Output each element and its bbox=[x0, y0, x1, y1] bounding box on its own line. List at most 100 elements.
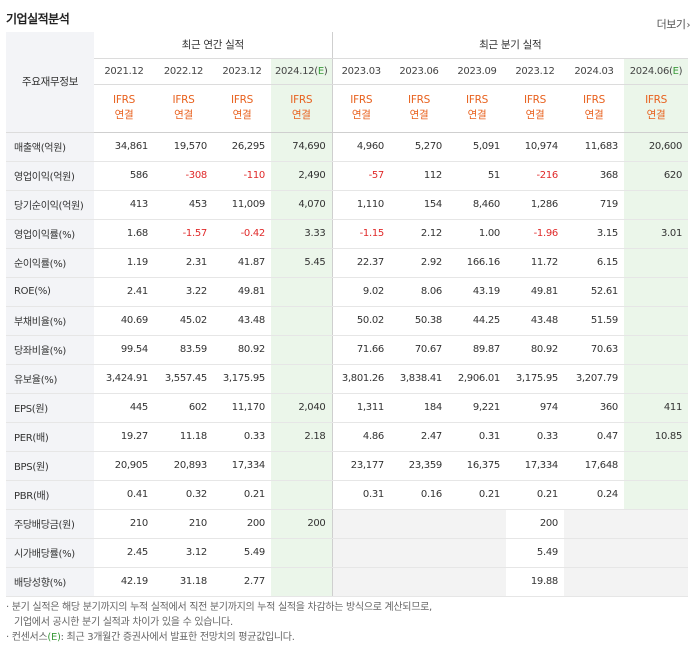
table-cell bbox=[271, 306, 332, 336]
consolidated-label: 연결 bbox=[525, 109, 545, 121]
table-cell: 26,295 bbox=[213, 132, 271, 162]
row-label: PER(배) bbox=[6, 422, 94, 452]
table-cell: 49.81 bbox=[506, 277, 564, 307]
table-cell bbox=[624, 567, 689, 597]
table-cell: 3,838.41 bbox=[390, 364, 448, 394]
table-row: 유보율(%) 3,424.91 3,557.45 3,175.95 3,801.26 3,… bbox=[6, 364, 689, 394]
consolidated-label: 연결 bbox=[646, 109, 666, 121]
period-label: 2024.06(E) bbox=[629, 65, 683, 77]
table-cell: 3.12 bbox=[154, 538, 213, 568]
ifrs-label: IFRS bbox=[231, 94, 253, 106]
table-cell: 3,207.79 bbox=[564, 364, 624, 394]
annual-group-header: 최근 연간 실적 bbox=[94, 32, 332, 59]
table-cell: 8.06 bbox=[390, 277, 448, 307]
chevron-right-icon[interactable]: › bbox=[686, 20, 691, 31]
table-cell: 411 bbox=[624, 392, 689, 423]
table-cell: 0.41 bbox=[94, 480, 154, 510]
table-cell: 3.15 bbox=[564, 218, 624, 249]
table-cell: 70.63 bbox=[564, 335, 624, 365]
table-cell bbox=[624, 508, 689, 539]
table-cell: 586 bbox=[94, 161, 154, 191]
table-cell: 16,375 bbox=[448, 451, 506, 481]
ifrs-header: IFRS 연결 bbox=[624, 84, 689, 133]
table-cell: 20,893 bbox=[154, 451, 213, 481]
table-cell: 31.18 bbox=[154, 567, 213, 597]
period-header: 2023.12 bbox=[213, 58, 271, 85]
table-cell: 11,170 bbox=[213, 392, 271, 423]
table-cell: 0.33 bbox=[506, 422, 564, 452]
financial-table: 주요재무정보 최근 연간 실적 최근 분기 실적 2021.12 2022.12 2… bbox=[6, 32, 689, 597]
table-cell bbox=[448, 567, 506, 597]
period-label: 2023.12 bbox=[222, 65, 262, 77]
period-label: 2023.03 bbox=[341, 65, 382, 77]
table-cell bbox=[331, 508, 390, 539]
footnote-3-prefix: · 컨센서스 bbox=[6, 632, 48, 643]
table-cell: 11,009 bbox=[213, 190, 271, 220]
more-link[interactable]: 더보기› bbox=[656, 16, 691, 32]
table-row: 부채비율(%) 40.69 45.02 43.48 50.02 50.38 44.25 43.… bbox=[6, 306, 689, 336]
ifrs-header: IFRS 연결 bbox=[94, 84, 154, 133]
table-cell: 2.12 bbox=[390, 218, 448, 249]
table-cell: 17,648 bbox=[564, 451, 624, 481]
table-cell: -1.15 bbox=[331, 218, 390, 249]
table-cell: 1,110 bbox=[331, 190, 390, 220]
table-cell: 413 bbox=[94, 190, 154, 220]
table-cell: 2,490 bbox=[271, 161, 332, 191]
table-row: EPS(원) 445 602 11,170 2,040 1,311 184 9,221 974 3… bbox=[6, 392, 689, 423]
table-cell: 1,286 bbox=[506, 190, 564, 220]
table-cell: 10,974 bbox=[506, 132, 564, 162]
more-label[interactable]: 더보기 bbox=[656, 18, 686, 31]
table-cell bbox=[271, 335, 332, 365]
table-cell bbox=[624, 364, 689, 394]
table-cell: 2.47 bbox=[390, 422, 448, 452]
table-cell: 2,040 bbox=[271, 392, 332, 423]
table-cell: 42.19 bbox=[94, 567, 154, 597]
section-header: 기업실적분석 더보기› bbox=[6, 10, 691, 32]
table-row: PER(배) 19.27 11.18 0.33 2.18 4.86 2.47 0.31 0.33… bbox=[6, 422, 689, 452]
table-cell: -110 bbox=[213, 161, 271, 191]
table-row: 매출액(억원) 34,861 19,570 26,295 74,690 4,960 5,27… bbox=[6, 132, 689, 162]
period-label: 2024.12(E) bbox=[274, 65, 328, 77]
table-cell: 43.19 bbox=[448, 277, 506, 307]
table-cell bbox=[624, 248, 689, 278]
table-cell: 10.85 bbox=[624, 422, 689, 452]
row-label: BPS(원) bbox=[6, 451, 94, 481]
ifrs-header: IFRS 연결 bbox=[271, 84, 332, 133]
table-cell bbox=[271, 567, 332, 597]
table-cell: 43.48 bbox=[506, 306, 564, 336]
table-cell: 210 bbox=[94, 508, 154, 539]
table-cell: 70.67 bbox=[390, 335, 448, 365]
ifrs-label: IFRS bbox=[350, 94, 373, 106]
ifrs-header-row: IFRS 연결 IFRS 연결 IFRS 연결 IFRS 연결 IFRS 연결 IFRS 연결 IFRS… bbox=[6, 84, 689, 133]
table-cell: 620 bbox=[624, 161, 689, 191]
consolidated-label: 연결 bbox=[584, 109, 604, 121]
table-cell: 11.72 bbox=[506, 248, 564, 278]
period-header: 2023.12 bbox=[506, 58, 564, 85]
footnotes: · 분기 실적은 해당 분기까지의 누적 실적에서 직전 분기까지의 누적 실적… bbox=[6, 600, 690, 645]
table-cell: 3,801.26 bbox=[331, 364, 390, 394]
consolidated-label: 연결 bbox=[467, 109, 487, 121]
table-cell: 6.15 bbox=[564, 248, 624, 278]
table-row: 영업이익(억원) 586 -308 -110 2,490 -57 112 51 -216 368 6… bbox=[6, 161, 689, 191]
table-cell: 2.31 bbox=[154, 248, 213, 278]
ifrs-header: IFRS 연결 bbox=[564, 84, 624, 133]
period-label: 2021.12 bbox=[104, 65, 144, 77]
table-cell: 368 bbox=[564, 161, 624, 191]
table-cell: 210 bbox=[154, 508, 213, 539]
ifrs-label: IFRS bbox=[645, 94, 667, 106]
table-cell: 112 bbox=[390, 161, 448, 191]
table-cell: 71.66 bbox=[331, 335, 390, 365]
table-cell bbox=[448, 538, 506, 568]
consolidated-label: 연결 bbox=[351, 109, 371, 121]
table-cell: -216 bbox=[506, 161, 564, 191]
row-label: 매출액(억원) bbox=[6, 132, 94, 162]
table-cell: 200 bbox=[213, 508, 271, 539]
table-cell bbox=[331, 567, 390, 597]
table-cell: 1,311 bbox=[331, 392, 390, 423]
table-cell: 19.88 bbox=[506, 567, 564, 597]
table-cell: 974 bbox=[506, 392, 564, 423]
table-cell: 22.37 bbox=[331, 248, 390, 278]
row-label: 영업이익(억원) bbox=[6, 161, 94, 191]
table-cell bbox=[271, 451, 332, 481]
table-cell: -308 bbox=[154, 161, 213, 191]
